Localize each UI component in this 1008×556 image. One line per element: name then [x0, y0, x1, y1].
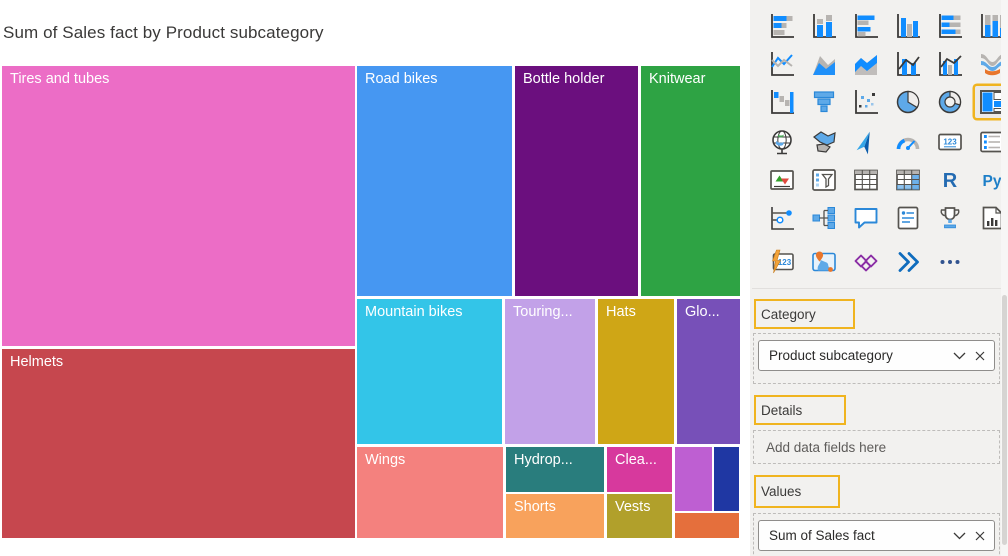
pane-scrollbar[interactable]	[1001, 0, 1008, 556]
key-influencers-icon[interactable]	[765, 202, 799, 234]
treemap-tile[interactable]: Hats	[598, 299, 674, 444]
card-new-icon[interactable]: 123	[765, 246, 799, 278]
visualizations-pane: 123 R Py 123 Category Product subcategory	[750, 0, 1008, 556]
hundred-stacked-bar-chart-icon[interactable]	[933, 10, 967, 42]
area-chart-icon[interactable]	[807, 48, 841, 80]
treemap-tile-label: Bottle holder	[523, 71, 605, 87]
treemap-tile[interactable]: Tires and tubes	[2, 66, 355, 346]
pie-chart-icon[interactable]	[891, 86, 925, 118]
values-field-name: Sum of Sales fact	[769, 528, 875, 543]
treemap-tile-label: Clea...	[615, 452, 657, 468]
treemap-tile[interactable]: Helmets	[2, 349, 355, 538]
treemap-tile-label: Touring...	[513, 304, 573, 320]
waterfall-chart-icon[interactable]	[765, 86, 799, 118]
treemap-tile-label: Wings	[365, 452, 406, 468]
svg-text:123: 123	[778, 258, 792, 267]
treemap-tile-label: Tires and tubes	[10, 71, 110, 87]
treemap-tile-label: Hats	[606, 304, 636, 320]
scatter-chart-icon[interactable]	[849, 86, 883, 118]
funnel-chart-icon[interactable]	[807, 86, 841, 118]
treemap-tile-label: Hydrop...	[514, 452, 573, 468]
line-chart-icon[interactable]	[765, 48, 799, 80]
treemap-tile[interactable]: Clea...	[607, 447, 672, 492]
treemap-tile[interactable]	[675, 447, 712, 511]
decomposition-tree-icon[interactable]	[807, 202, 841, 234]
arcgis-map-icon[interactable]	[807, 246, 841, 278]
stacked-column-chart-icon[interactable]	[807, 10, 841, 42]
metrics-icon[interactable]	[933, 202, 967, 234]
treemap-tile-label: Road bikes	[365, 71, 438, 87]
treemap-tile[interactable]: Bottle holder	[515, 66, 638, 296]
clustered-column-chart-icon[interactable]	[891, 10, 925, 42]
treemap-tile[interactable]: Knitwear	[641, 66, 740, 296]
values-field-pill[interactable]: Sum of Sales fact	[758, 520, 995, 551]
category-field-pill[interactable]: Product subcategory	[758, 340, 995, 371]
chart-title: Sum of Sales fact by Product subcategory	[3, 23, 324, 42]
stacked-area-chart-icon[interactable]	[849, 48, 883, 80]
treemap-tile[interactable]: Touring...	[505, 299, 595, 444]
treemap-tile-label: Knitwear	[649, 71, 706, 87]
treemap-tile-label: Helmets	[10, 354, 64, 370]
power-automate-icon[interactable]	[891, 246, 925, 278]
filled-map-icon[interactable]	[807, 126, 841, 158]
q-and-a-icon[interactable]	[849, 202, 883, 234]
python-script-icon[interactable]: Py	[975, 164, 1008, 196]
power-apps-icon[interactable]	[849, 246, 883, 278]
remove-field-icon[interactable]	[975, 351, 985, 361]
treemap-tile-label: Glo...	[685, 304, 720, 320]
treemap-tile[interactable]: Hydrop...	[506, 447, 604, 492]
category-label-highlight-box: Category	[754, 299, 855, 329]
treemap-tile-label: Vests	[615, 499, 651, 515]
treemap-tile[interactable]: Shorts	[506, 494, 604, 538]
azure-map-icon[interactable]	[849, 126, 883, 158]
more-options-icon[interactable]	[933, 246, 967, 278]
treemap-tile[interactable]: Vests	[607, 494, 672, 538]
chevron-down-icon[interactable]	[953, 352, 966, 360]
gauge-icon[interactable]	[891, 126, 925, 158]
details-label-highlight-box: Details	[754, 395, 846, 425]
stacked-bar-chart-icon[interactable]	[765, 10, 799, 42]
pane-scrollbar-thumb[interactable]	[1002, 295, 1007, 545]
treemap-tile[interactable]	[714, 447, 739, 511]
treemap-tile[interactable]	[675, 513, 739, 538]
svg-text:Py: Py	[983, 173, 1002, 190]
treemap-tile[interactable]: Road bikes	[357, 66, 512, 296]
svg-text:R: R	[943, 170, 958, 192]
matrix-icon[interactable]	[891, 164, 925, 196]
category-drop-zone[interactable]: Product subcategory	[753, 333, 1000, 384]
donut-chart-icon[interactable]	[933, 86, 967, 118]
remove-field-icon[interactable]	[975, 531, 985, 541]
treemap-tile[interactable]: Wings	[357, 447, 503, 538]
kpi-icon[interactable]	[765, 164, 799, 196]
paginated-report-icon[interactable]	[975, 202, 1008, 234]
pane-separator	[752, 288, 1002, 289]
values-label-highlight-box: Values	[754, 475, 840, 508]
values-well-label: Values	[761, 484, 802, 499]
map-icon[interactable]	[765, 126, 799, 158]
category-field-name: Product subcategory	[769, 348, 893, 363]
r-script-icon[interactable]: R	[933, 164, 967, 196]
slicer-icon[interactable]	[807, 164, 841, 196]
clustered-bar-chart-icon[interactable]	[849, 10, 883, 42]
card-icon[interactable]: 123	[933, 126, 967, 158]
details-placeholder: Add data fields here	[766, 439, 887, 455]
table-icon[interactable]	[849, 164, 883, 196]
treemap-tile[interactable]: Glo...	[677, 299, 740, 444]
treemap-tile-label: Shorts	[514, 499, 556, 515]
svg-text:123: 123	[943, 138, 957, 147]
treemap-tile-label: Mountain bikes	[365, 304, 463, 320]
line-stacked-column-chart-icon[interactable]	[891, 48, 925, 80]
chevron-down-icon[interactable]	[953, 532, 966, 540]
category-well-label: Category	[761, 306, 816, 322]
smart-narrative-icon[interactable]	[891, 202, 925, 234]
values-drop-zone[interactable]: Sum of Sales fact	[753, 513, 1000, 556]
treemap-visual: Tires and tubes Helmets Road bikes Bottle h…	[2, 66, 740, 538]
treemap-tile[interactable]: Mountain bikes	[357, 299, 502, 444]
line-clustered-column-chart-icon[interactable]	[933, 48, 967, 80]
details-well-label: Details	[761, 402, 803, 418]
details-drop-zone[interactable]: Add data fields here	[753, 430, 1000, 464]
